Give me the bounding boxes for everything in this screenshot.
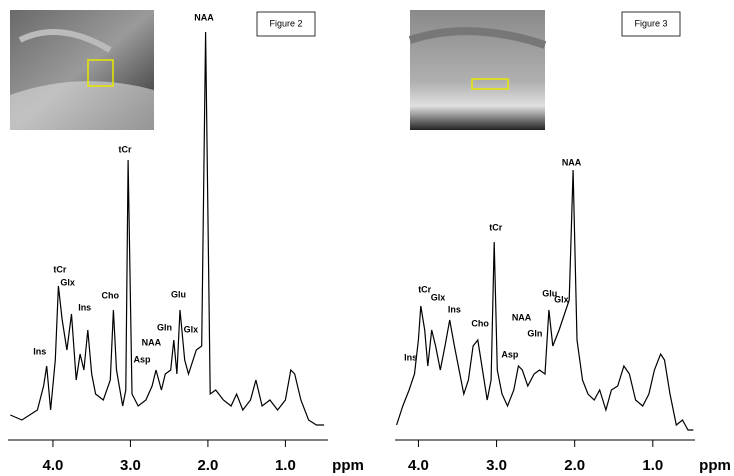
- figure-label-text: Figure 2: [269, 18, 302, 28]
- peak-label: Glx: [554, 294, 569, 304]
- peak-label: Glx: [184, 324, 199, 334]
- x-tick-label: 3.0: [486, 457, 507, 474]
- x-tick-label: 1.0: [275, 457, 296, 474]
- peak-label: Gln: [527, 328, 542, 338]
- spectrum: [396, 169, 694, 431]
- x-tick-label: 3.0: [120, 457, 141, 474]
- peak-label: Glx: [431, 292, 446, 302]
- peak-label: NAA: [562, 157, 582, 167]
- peak-label: NAA: [194, 12, 214, 22]
- peak-label: Glu: [171, 289, 186, 299]
- peak-label: tCr: [489, 222, 502, 232]
- peak-label: Cho: [471, 318, 489, 328]
- peak-label: tCr: [53, 264, 66, 274]
- peak-label: Ins: [33, 346, 46, 356]
- peak-label: Asp: [134, 354, 152, 364]
- spectrum: [10, 31, 325, 426]
- x-axis-label: ppm: [699, 457, 731, 474]
- peak-label: Ins: [404, 352, 417, 362]
- peak-label: Cho: [102, 290, 120, 300]
- peak-label: tCr: [418, 284, 431, 294]
- peak-label: Glu: [542, 288, 557, 298]
- peak-label: Ins: [78, 302, 91, 312]
- figure-label: Figure 2: [256, 11, 316, 37]
- peak-label: NAA: [142, 337, 162, 347]
- peak-label: Gln: [157, 322, 172, 332]
- x-tick-label: 4.0: [43, 457, 64, 474]
- peak-label: NAA: [512, 312, 532, 322]
- x-tick-label: 2.0: [564, 457, 585, 474]
- x-tick-label: 4.0: [408, 457, 429, 474]
- figure-label-text: Figure 3: [634, 18, 667, 28]
- peak-label: Asp: [501, 349, 519, 359]
- mri-inset: [10, 10, 154, 130]
- x-tick-label: 1.0: [642, 457, 663, 474]
- peak-label: tCr: [118, 144, 131, 154]
- peak-label: Glx: [60, 277, 75, 287]
- figure-label: Figure 3: [621, 11, 681, 37]
- x-axis-label: ppm: [332, 457, 364, 474]
- peak-label: Ins: [448, 304, 461, 314]
- x-tick-label: 2.0: [197, 457, 218, 474]
- mri-inset: [408, 10, 547, 130]
